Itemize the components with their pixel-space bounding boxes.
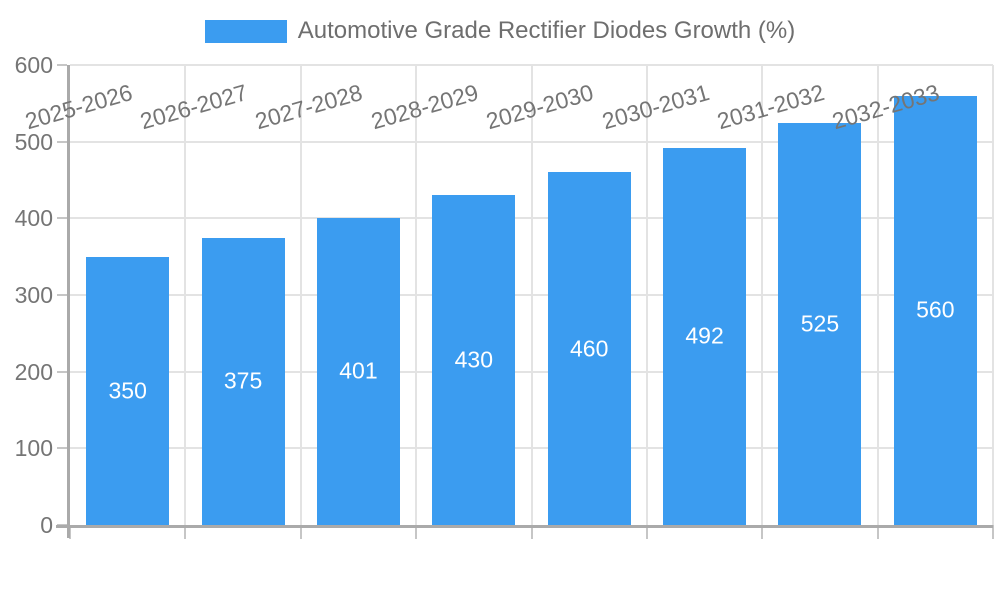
y-tick <box>57 64 67 66</box>
x-axis-line <box>56 525 993 528</box>
plot-area: 0 100 200 300 400 500 600 350 375 401 430 460 492 525… <box>15 52 994 539</box>
bar[interactable]: 375 <box>201 237 285 525</box>
v-gridline <box>645 65 648 525</box>
y-tick-label: 100 <box>14 435 53 462</box>
x-tick <box>69 525 71 539</box>
y-tick <box>57 140 67 143</box>
y-tick-label: 600 <box>14 52 53 78</box>
bar-value-label: 430 <box>454 346 493 373</box>
bar[interactable]: 492 <box>663 147 747 525</box>
y-tick-label: 0 <box>40 512 53 538</box>
chart-legend[interactable]: Automotive Grade Rectifier Diodes Growth… <box>0 17 1000 45</box>
x-tick <box>530 525 533 539</box>
y-tick-label: 400 <box>14 205 53 232</box>
v-gridline <box>876 65 879 525</box>
y-tick <box>57 447 67 450</box>
bar-value-label: 350 <box>108 377 147 404</box>
v-gridline <box>992 65 994 525</box>
x-tick <box>992 525 994 539</box>
x-tick-label: 2029-2030 <box>483 79 597 135</box>
bar-value-label: 560 <box>916 296 955 323</box>
x-tick <box>415 525 418 539</box>
x-tick-label: 2028-2029 <box>368 79 481 135</box>
y-tick <box>57 294 67 296</box>
bar[interactable]: 560 <box>893 95 977 525</box>
v-gridline <box>415 65 418 525</box>
y-tick-label: 500 <box>14 128 53 155</box>
x-tick <box>184 525 187 539</box>
bar[interactable]: 350 <box>86 256 170 525</box>
v-gridline <box>184 65 187 525</box>
y-axis-line <box>67 65 70 538</box>
x-tick <box>761 525 764 539</box>
bar[interactable]: 401 <box>316 217 400 525</box>
x-tick <box>645 525 648 539</box>
x-tick-label: 2027-2028 <box>252 79 366 135</box>
bar-value-label: 401 <box>339 357 378 384</box>
bar-value-label: 492 <box>685 322 724 349</box>
bar-value-label: 460 <box>569 335 609 362</box>
y-tick <box>57 217 67 220</box>
x-tick <box>299 525 302 539</box>
bar-value-label: 525 <box>800 310 840 337</box>
y-tick-label: 300 <box>14 282 53 308</box>
bar[interactable]: 525 <box>778 122 862 525</box>
bar[interactable]: 430 <box>432 195 516 525</box>
legend-label: Automotive Grade Rectifier Diodes Growth… <box>297 17 796 44</box>
y-tick <box>57 370 67 373</box>
v-gridline <box>299 65 302 525</box>
v-gridline <box>530 65 533 525</box>
bar-value-label: 375 <box>223 367 263 394</box>
bar[interactable]: 460 <box>547 172 631 525</box>
x-tick-label: 2026-2027 <box>137 79 251 135</box>
x-tick-label: 2030-2031 <box>598 79 712 135</box>
x-tick-label: 2025-2026 <box>21 79 135 135</box>
y-tick-label: 200 <box>14 358 53 385</box>
v-gridline <box>761 65 764 525</box>
legend-swatch-icon <box>204 19 287 43</box>
x-tick <box>876 525 879 539</box>
